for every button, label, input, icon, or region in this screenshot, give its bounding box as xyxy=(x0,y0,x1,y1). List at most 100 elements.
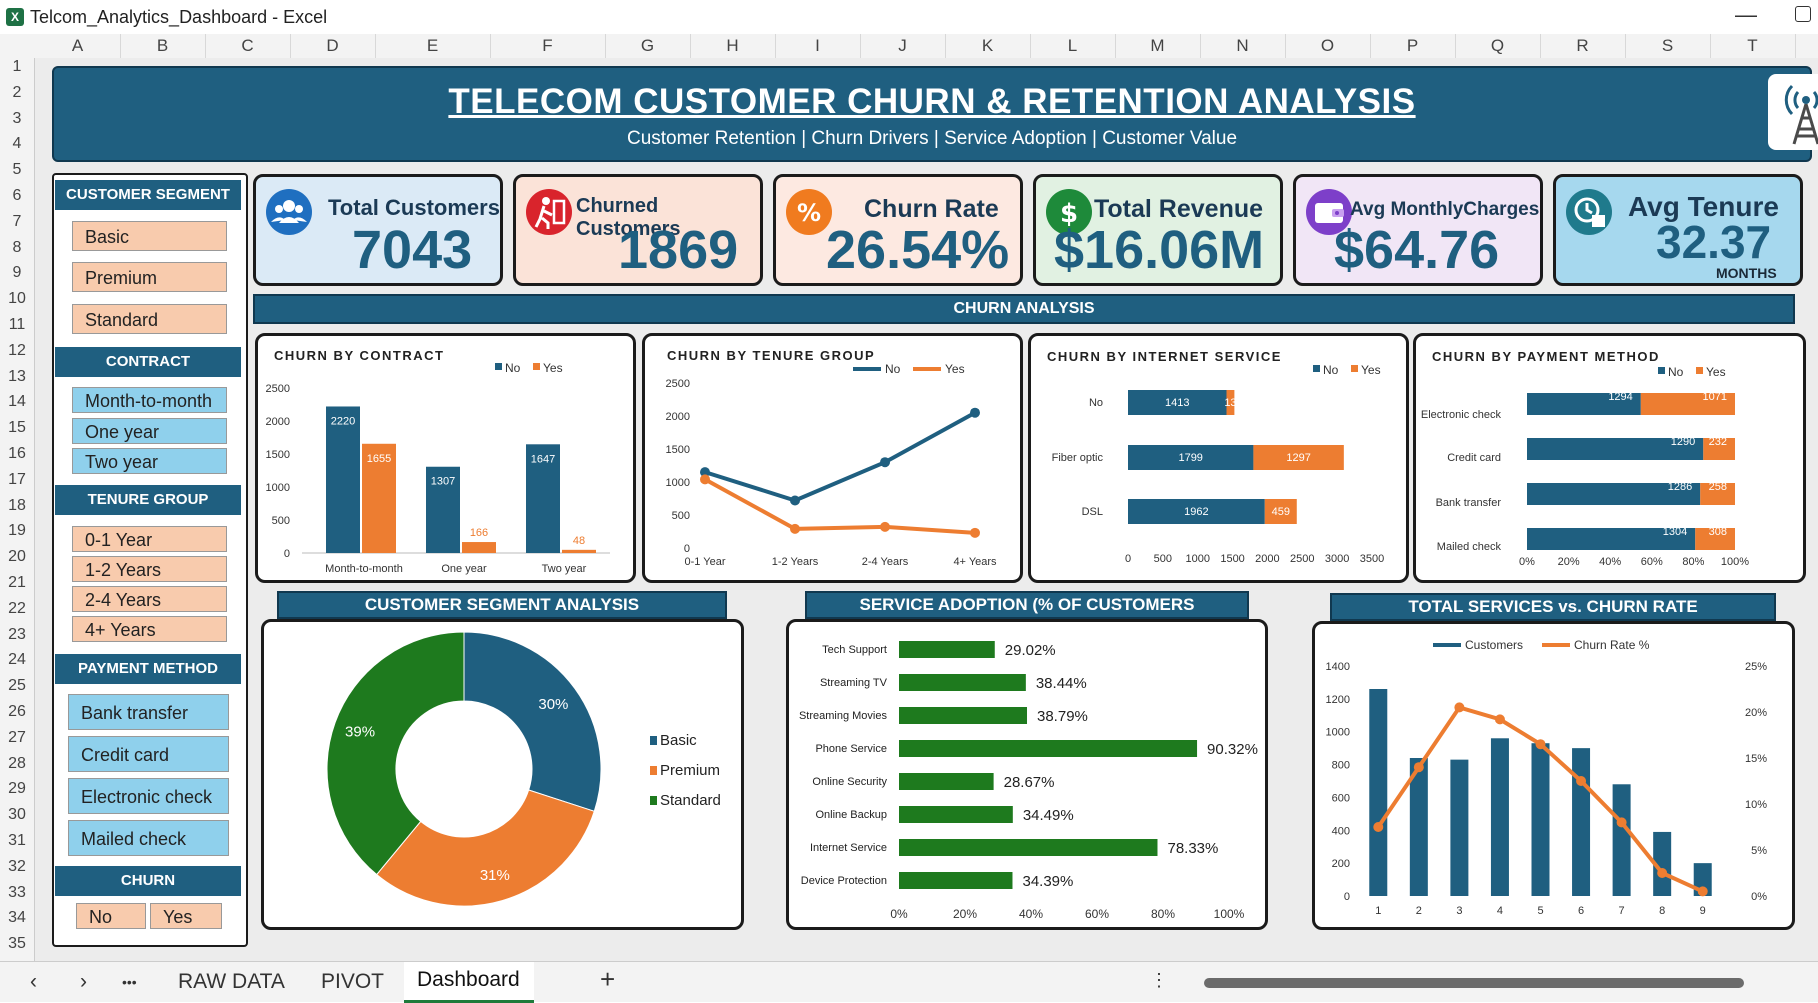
column-header-cell[interactable]: P xyxy=(1370,34,1456,58)
column-header-cell[interactable]: Q xyxy=(1455,34,1541,58)
data-label: 78.33% xyxy=(1167,840,1218,857)
row-header-cell[interactable]: 32 xyxy=(8,857,26,875)
row-header-cell[interactable]: 11 xyxy=(8,316,26,333)
column-header-cell[interactable]: A xyxy=(35,34,121,58)
slicer-item-premium[interactable]: Premium xyxy=(72,262,227,292)
row-header-cell[interactable]: 2 xyxy=(12,83,22,101)
column-header-cell[interactable]: E xyxy=(375,34,491,58)
slicer-item-two-year[interactable]: Two year xyxy=(72,448,227,474)
slicer-item-churn-no[interactable]: No xyxy=(76,903,146,929)
column-header-cell[interactable]: F xyxy=(490,34,606,58)
column-header-cell[interactable]: S xyxy=(1625,34,1711,58)
column-header-cell[interactable]: D xyxy=(290,34,376,58)
slicer-item-electronic-check[interactable]: Electronic check xyxy=(68,778,229,814)
row-header-cell[interactable]: 24 xyxy=(8,651,26,669)
row-header-cell[interactable]: 10 xyxy=(8,290,26,308)
column-header-cell[interactable]: K xyxy=(945,34,1031,58)
x-tick-label: 3000 xyxy=(1325,553,1349,565)
column-header-cell[interactable]: L xyxy=(1030,34,1116,58)
slicer-item-2-4-years[interactable]: 2-4 Years xyxy=(72,586,227,612)
add-sheet-icon[interactable]: + xyxy=(600,964,616,994)
row-header-cell[interactable]: 35 xyxy=(8,935,26,953)
legend-label: Yes xyxy=(945,362,965,376)
row-header-cell[interactable]: 16 xyxy=(8,445,26,462)
column-header-cell[interactable]: H xyxy=(690,34,776,58)
column-header-cell[interactable]: T xyxy=(1710,34,1796,58)
x-tick-label: 2500 xyxy=(1290,553,1314,565)
title-bar: X Telcom_Analytics_Dashboard - Excel — xyxy=(0,0,1818,34)
kpi-label: Avg MonthlyCharges xyxy=(1350,199,1540,220)
slicer-item-4-plus-years[interactable]: 4+ Years xyxy=(72,616,227,642)
data-point xyxy=(790,495,800,506)
column-header-cell[interactable]: R xyxy=(1540,34,1626,58)
restore-icon[interactable] xyxy=(1795,6,1811,22)
slicer-item-credit-card[interactable]: Credit card xyxy=(68,736,229,772)
row-header-cell[interactable]: 33 xyxy=(8,883,26,901)
slicer-item-basic[interactable]: Basic xyxy=(72,221,227,251)
column-header-cell[interactable]: M xyxy=(1115,34,1201,58)
row-header-cell[interactable]: 31 xyxy=(8,832,26,849)
tab-dashboard[interactable]: Dashboard xyxy=(417,968,520,991)
row-header-cell[interactable]: 9 xyxy=(12,264,22,282)
tab-pivot[interactable]: PIVOT xyxy=(321,970,385,993)
slicer-item-churn-yes[interactable]: Yes xyxy=(150,903,222,929)
row-header-cell[interactable]: 6 xyxy=(12,187,22,204)
slicer-item-standard[interactable]: Standard xyxy=(72,304,227,334)
row-header-cell[interactable]: 29 xyxy=(8,780,26,798)
slicer-item-1-2-years[interactable]: 1-2 Years xyxy=(72,556,227,582)
column-header-cell[interactable]: O xyxy=(1285,34,1371,58)
row-header-cell[interactable]: 5 xyxy=(12,161,22,179)
row-header-cell[interactable]: 21 xyxy=(8,574,26,591)
row-header-cell[interactable]: 17 xyxy=(8,470,26,488)
row-header-cell[interactable]: 30 xyxy=(8,806,26,824)
row-header-cell[interactable]: 25 xyxy=(8,677,26,695)
column-header-cell[interactable]: B xyxy=(120,34,206,58)
y-tick-label: 2500 xyxy=(266,383,290,395)
slicer-item-bank-transfer[interactable]: Bank transfer xyxy=(68,694,229,730)
row-header-cell[interactable]: 15 xyxy=(8,419,26,437)
prev-sheet-icon[interactable]: ‹ xyxy=(30,970,37,993)
column-header-cell[interactable]: G xyxy=(605,34,691,58)
row-header-cell[interactable]: 27 xyxy=(8,728,26,746)
row-header-cell[interactable]: 18 xyxy=(8,496,26,514)
slicer-item-0-1-year[interactable]: 0-1 Year xyxy=(72,526,227,552)
row-header-cell[interactable]: 34 xyxy=(8,909,26,927)
row-header-cell[interactable]: 14 xyxy=(8,393,26,411)
services-vs-churn-svg: 02004006008001000120014000%5%10%15%20%25… xyxy=(1326,638,1768,917)
tab-raw-data[interactable]: RAW DATA xyxy=(178,970,285,993)
y-tick-label: 1000 xyxy=(266,482,290,494)
column-header-cell[interactable]: C xyxy=(205,34,291,58)
dashboard-title: TELECOM CUSTOMER CHURN & RETENTION ANALY… xyxy=(448,82,1416,121)
more-sheets-icon[interactable]: ••• xyxy=(122,974,137,990)
row-header-cell[interactable]: 8 xyxy=(12,238,22,256)
row-header-cell[interactable]: 12 xyxy=(8,341,26,359)
slicer-item-one-year[interactable]: One year xyxy=(72,418,227,444)
slicer-item-month-to-month[interactable]: Month-to-month xyxy=(72,387,227,413)
row-header-cell[interactable]: 4 xyxy=(12,135,22,153)
row-header-cell[interactable]: 26 xyxy=(8,703,26,720)
row-header-cell[interactable]: 28 xyxy=(8,754,26,772)
row-header-cell[interactable]: 7 xyxy=(12,212,22,230)
data-label: 1290 xyxy=(1671,436,1695,448)
column-header-cell[interactable]: I xyxy=(775,34,861,58)
row-header-cell[interactable]: 22 xyxy=(8,599,26,617)
scroll-left-icon[interactable] xyxy=(1186,982,1204,992)
options-icon[interactable]: ⋮ xyxy=(1150,970,1168,990)
row-header-cell[interactable]: 19 xyxy=(8,522,26,540)
row-header-cell[interactable]: 3 xyxy=(12,109,22,127)
minimize-icon[interactable]: — xyxy=(1735,2,1757,27)
legend-label: No xyxy=(1668,365,1684,379)
row-header-cell[interactable]: 1 xyxy=(12,58,22,75)
next-sheet-icon[interactable]: › xyxy=(80,970,87,993)
horizontal-scrollbar[interactable] xyxy=(1204,978,1744,988)
slicer-item-mailed-check[interactable]: Mailed check xyxy=(68,820,229,856)
chart-segment-donut: 30% 31% 39% Basic Premium Standard xyxy=(261,619,744,930)
column-header-cell[interactable]: J xyxy=(860,34,946,58)
svg-text:%: % xyxy=(797,199,821,227)
column-header-cell[interactable]: N xyxy=(1200,34,1286,58)
row-header-cell[interactable]: 23 xyxy=(8,625,26,643)
row-header-cell[interactable]: 20 xyxy=(8,548,26,566)
row-header-cell[interactable]: 13 xyxy=(8,367,26,385)
y-tick-label: DSL xyxy=(1082,506,1103,518)
y-tick-label: 200 xyxy=(1332,858,1350,870)
